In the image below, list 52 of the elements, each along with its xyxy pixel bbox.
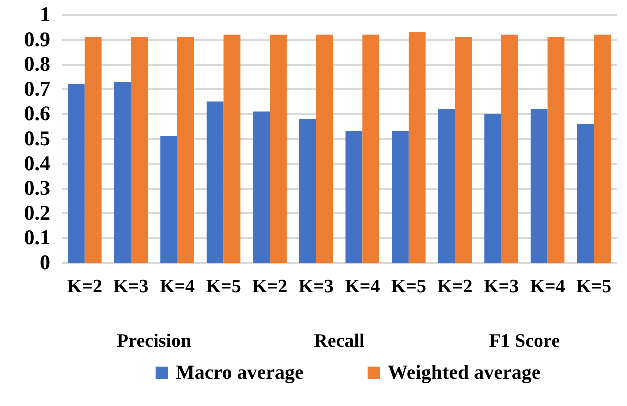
x-tick-label: K=4 (530, 276, 566, 298)
x-tick-label: K=3 (484, 276, 520, 298)
bar (530, 109, 548, 263)
y-tick-label: 1 (40, 2, 50, 26)
x-tick-label: K=2 (252, 276, 288, 298)
x-tick-label: K=2 (67, 276, 102, 298)
bar (224, 34, 241, 263)
y-tick-label: 0.4 (24, 151, 51, 176)
text: Precision (117, 331, 192, 352)
bar (160, 136, 178, 263)
x-tick-label: K=5 (576, 276, 612, 298)
bar (502, 34, 518, 263)
bar (84, 37, 102, 263)
bar (362, 34, 380, 263)
bar (299, 119, 316, 263)
x-tick-label: K=4 (345, 276, 381, 298)
y-tick-label: 0.7 (24, 76, 50, 101)
y-tick-label: 0.8 (24, 52, 50, 76)
text: F1 Score (489, 331, 560, 352)
bar (131, 37, 148, 263)
bar (408, 32, 426, 263)
y-tick-label: 0.1 (24, 226, 50, 250)
y-tick-label: 0.6 (24, 102, 50, 126)
bar (114, 82, 132, 263)
y-tick-label: 0 (40, 250, 50, 274)
bar (346, 132, 363, 263)
bar (438, 109, 456, 263)
x-tick-label: K=5 (206, 276, 242, 298)
x-tick-label: K=3 (298, 276, 334, 298)
y-tick-label: 0.9 (24, 27, 50, 52)
legend-label: Macro average (176, 362, 304, 384)
bar (455, 37, 472, 263)
text: Recall (314, 331, 365, 352)
y-tick-label: 0.5 (24, 126, 50, 150)
bar (68, 84, 85, 263)
x-tick-label: K=5 (391, 276, 426, 298)
bar (548, 37, 565, 263)
bar (484, 114, 502, 263)
x-tick-label: K=2 (438, 276, 473, 298)
x-tick-label: K=3 (114, 276, 149, 298)
bar (316, 34, 334, 263)
y-tick-label: 0.3 (24, 176, 50, 200)
y-tick-label: 0.2 (24, 200, 50, 225)
bar (577, 124, 594, 263)
bar (177, 37, 194, 263)
legend-label: Weighted average (388, 362, 541, 384)
x-tick-label: K=4 (160, 276, 196, 298)
bar (392, 132, 409, 263)
bar (594, 34, 611, 263)
bar (206, 102, 224, 263)
bar (253, 112, 270, 263)
bar (270, 34, 287, 263)
